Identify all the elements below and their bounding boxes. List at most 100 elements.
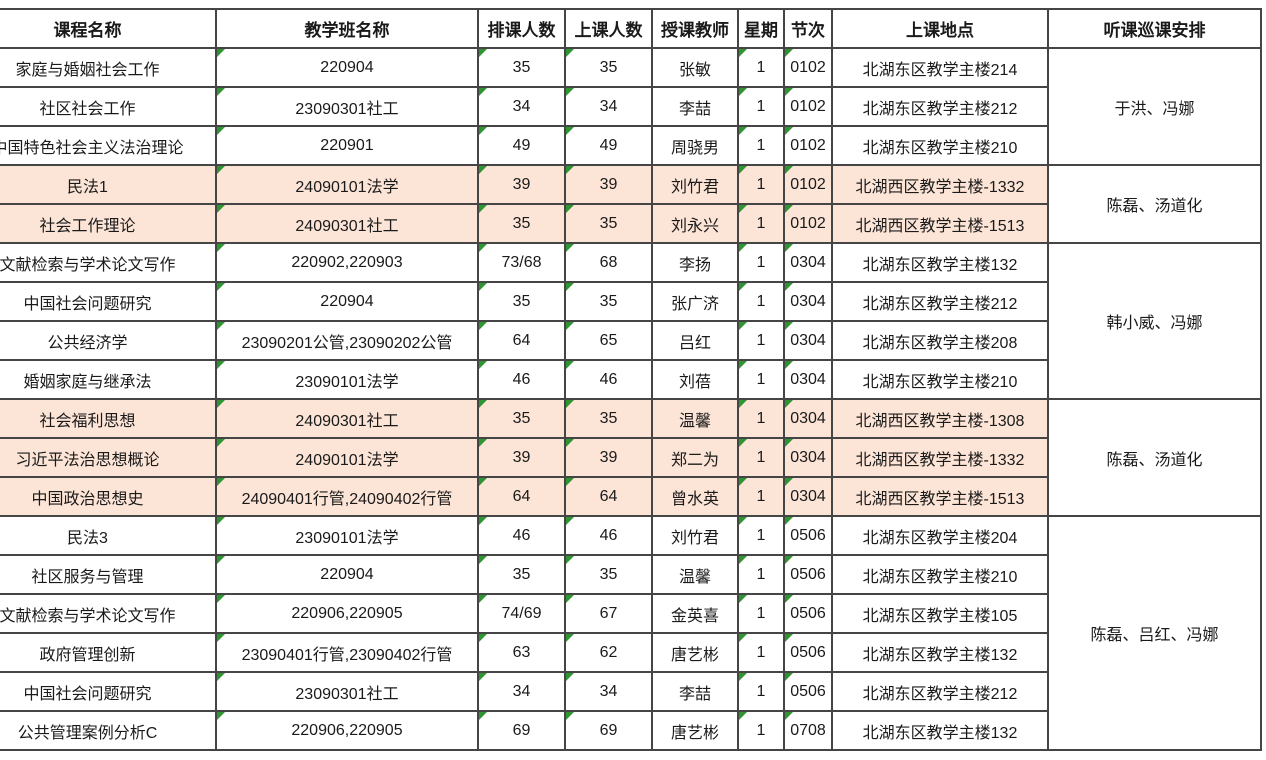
cell-actual[interactable]: 35: [564, 47, 653, 88]
cell-planned[interactable]: 64: [477, 320, 566, 361]
cell-period[interactable]: 0102: [783, 125, 833, 166]
cell-location[interactable]: 北湖东区教学主楼212: [831, 86, 1049, 127]
cell-planned[interactable]: 64: [477, 476, 566, 517]
cell-teacher[interactable]: 刘永兴: [651, 203, 739, 244]
cell-weekday[interactable]: 1: [737, 281, 785, 322]
cell-weekday[interactable]: 1: [737, 86, 785, 127]
cell-teacher[interactable]: 刘竹君: [651, 164, 739, 205]
cell-class-name[interactable]: 220904: [215, 281, 479, 322]
column-header-period[interactable]: 节次: [783, 8, 833, 49]
cell-period[interactable]: 0102: [783, 47, 833, 88]
cell-weekday[interactable]: 1: [737, 125, 785, 166]
cell-observers[interactable]: 陈磊、吕红、冯娜: [1047, 515, 1262, 751]
cell-course[interactable]: 文献检索与学术论文写作: [0, 242, 217, 283]
cell-course[interactable]: 中国社会问题研究: [0, 671, 217, 712]
cell-weekday[interactable]: 1: [737, 515, 785, 556]
cell-planned[interactable]: 35: [477, 203, 566, 244]
cell-period[interactable]: 0708: [783, 710, 833, 751]
cell-planned[interactable]: 35: [477, 281, 566, 322]
cell-class-name[interactable]: 23090201公管,23090202公管: [215, 320, 479, 361]
cell-location[interactable]: 北湖西区教学主楼-1332: [831, 437, 1049, 478]
column-header-teacher[interactable]: 授课教师: [651, 8, 739, 49]
cell-teacher[interactable]: 李喆: [651, 671, 739, 712]
cell-location[interactable]: 北湖东区教学主楼212: [831, 671, 1049, 712]
cell-period[interactable]: 0506: [783, 554, 833, 595]
cell-teacher[interactable]: 吕红: [651, 320, 739, 361]
cell-teacher[interactable]: 刘竹君: [651, 515, 739, 556]
cell-class-name[interactable]: 23090301社工: [215, 86, 479, 127]
cell-weekday[interactable]: 1: [737, 47, 785, 88]
cell-course[interactable]: 文献检索与学术论文写作: [0, 593, 217, 634]
cell-location[interactable]: 北湖东区教学主楼210: [831, 359, 1049, 400]
cell-location[interactable]: 北湖西区教学主楼-1332: [831, 164, 1049, 205]
cell-course[interactable]: 中国政治思想史: [0, 476, 217, 517]
cell-course[interactable]: 社区服务与管理: [0, 554, 217, 595]
cell-actual[interactable]: 69: [564, 710, 653, 751]
cell-course[interactable]: 社区社会工作: [0, 86, 217, 127]
cell-teacher[interactable]: 曾水英: [651, 476, 739, 517]
cell-observers[interactable]: 于洪、冯娜: [1047, 47, 1262, 166]
column-header-weekday[interactable]: 星期: [737, 8, 785, 49]
cell-planned[interactable]: 63: [477, 632, 566, 673]
cell-actual[interactable]: 35: [564, 203, 653, 244]
cell-location[interactable]: 北湖东区教学主楼204: [831, 515, 1049, 556]
cell-actual[interactable]: 46: [564, 359, 653, 400]
cell-teacher[interactable]: 刘蓓: [651, 359, 739, 400]
cell-period[interactable]: 0506: [783, 671, 833, 712]
cell-teacher[interactable]: 李喆: [651, 86, 739, 127]
cell-period[interactable]: 0304: [783, 476, 833, 517]
cell-planned[interactable]: 34: [477, 86, 566, 127]
cell-course[interactable]: 家庭与婚姻社会工作: [0, 47, 217, 88]
cell-class-name[interactable]: 24090101法学: [215, 437, 479, 478]
cell-actual[interactable]: 62: [564, 632, 653, 673]
cell-weekday[interactable]: 1: [737, 242, 785, 283]
column-header-location[interactable]: 上课地点: [831, 8, 1049, 49]
cell-teacher[interactable]: 张广济: [651, 281, 739, 322]
cell-course[interactable]: 中国特色社会主义法治理论: [0, 125, 217, 166]
cell-location[interactable]: 北湖西区教学主楼-1308: [831, 398, 1049, 439]
cell-weekday[interactable]: 1: [737, 320, 785, 361]
cell-observers[interactable]: 韩小威、冯娜: [1047, 242, 1262, 400]
cell-planned[interactable]: 69: [477, 710, 566, 751]
cell-weekday[interactable]: 1: [737, 554, 785, 595]
cell-planned[interactable]: 35: [477, 47, 566, 88]
cell-class-name[interactable]: 23090101法学: [215, 515, 479, 556]
cell-period[interactable]: 0304: [783, 437, 833, 478]
column-header-course[interactable]: 课程名称: [0, 8, 217, 49]
cell-period[interactable]: 0304: [783, 359, 833, 400]
cell-class-name[interactable]: 23090301社工: [215, 671, 479, 712]
cell-planned[interactable]: 73/68: [477, 242, 566, 283]
cell-actual[interactable]: 64: [564, 476, 653, 517]
cell-class-name[interactable]: 24090401行管,24090402行管: [215, 476, 479, 517]
cell-weekday[interactable]: 1: [737, 359, 785, 400]
cell-class-name[interactable]: 220904: [215, 554, 479, 595]
cell-actual[interactable]: 46: [564, 515, 653, 556]
cell-actual[interactable]: 39: [564, 437, 653, 478]
cell-actual[interactable]: 49: [564, 125, 653, 166]
cell-course[interactable]: 中国社会问题研究: [0, 281, 217, 322]
column-header-observers[interactable]: 听课巡课安排: [1047, 8, 1262, 49]
cell-period[interactable]: 0506: [783, 593, 833, 634]
cell-course[interactable]: 政府管理创新: [0, 632, 217, 673]
cell-actual[interactable]: 34: [564, 86, 653, 127]
cell-actual[interactable]: 65: [564, 320, 653, 361]
cell-teacher[interactable]: 唐艺彬: [651, 632, 739, 673]
cell-period[interactable]: 0304: [783, 320, 833, 361]
column-header-planned[interactable]: 排课人数: [477, 8, 566, 49]
cell-class-name[interactable]: 220906,220905: [215, 710, 479, 751]
cell-teacher[interactable]: 金英喜: [651, 593, 739, 634]
cell-location[interactable]: 北湖西区教学主楼-1513: [831, 203, 1049, 244]
cell-planned[interactable]: 46: [477, 359, 566, 400]
cell-period[interactable]: 0102: [783, 164, 833, 205]
cell-actual[interactable]: 35: [564, 398, 653, 439]
column-header-class_name[interactable]: 教学班名称: [215, 8, 479, 49]
cell-weekday[interactable]: 1: [737, 437, 785, 478]
cell-class-name[interactable]: 220902,220903: [215, 242, 479, 283]
cell-course[interactable]: 民法3: [0, 515, 217, 556]
cell-teacher[interactable]: 唐艺彬: [651, 710, 739, 751]
cell-actual[interactable]: 34: [564, 671, 653, 712]
cell-location[interactable]: 北湖东区教学主楼214: [831, 47, 1049, 88]
cell-location[interactable]: 北湖东区教学主楼212: [831, 281, 1049, 322]
cell-class-name[interactable]: 24090101法学: [215, 164, 479, 205]
cell-planned[interactable]: 39: [477, 437, 566, 478]
